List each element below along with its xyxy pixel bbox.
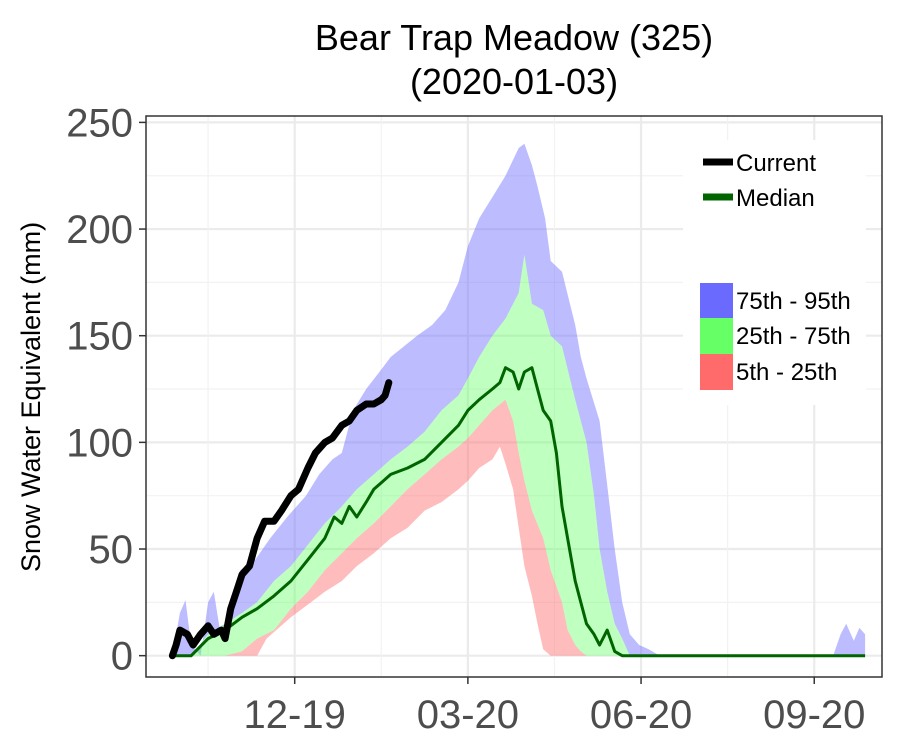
legend-median-label: Median — [736, 185, 815, 212]
median-line — [172, 366, 866, 658]
x-tick-label: 03-20 — [417, 693, 519, 737]
y-axis: 0 50 100 150 200 250 — [66, 101, 146, 679]
y-tick-label: 250 — [66, 101, 133, 145]
legend-5-25-label: 5th - 25th — [736, 359, 837, 386]
legend-25-75-key — [700, 318, 733, 354]
current-line — [168, 379, 393, 660]
y-axis-label: Snow Water Equivalent (mm) — [16, 222, 46, 572]
band-25-75 — [172, 254, 630, 656]
x-tick-label: 09-20 — [763, 693, 865, 737]
x-tick-label: 06-20 — [590, 693, 692, 737]
y-tick-label: 150 — [66, 315, 133, 359]
legend: Current Median 75th - 95th 25th - 75th 5… — [683, 140, 866, 405]
band-75-95 — [172, 143, 866, 656]
band-5-25 — [172, 399, 587, 656]
x-axis: 12-19 03-20 06-20 09-20 — [244, 677, 865, 737]
y-tick-label: 0 — [111, 635, 133, 679]
chart-title: Bear Trap Meadow (325) — [315, 17, 713, 58]
panel-border — [145, 115, 883, 678]
y-tick-label: 50 — [89, 528, 134, 572]
legend-75-95-label: 75th - 95th — [736, 288, 851, 315]
chart-subtitle: (2020-01-03) — [410, 61, 618, 102]
legend-5-25-key — [700, 354, 733, 390]
y-tick-label: 100 — [66, 421, 133, 465]
legend-75-95-key — [700, 283, 733, 319]
y-tick-label: 200 — [66, 208, 133, 252]
legend-25-75-label: 25th - 75th — [736, 323, 851, 350]
x-tick-label: 12-19 — [244, 693, 346, 737]
legend-current-label: Current — [736, 150, 816, 177]
